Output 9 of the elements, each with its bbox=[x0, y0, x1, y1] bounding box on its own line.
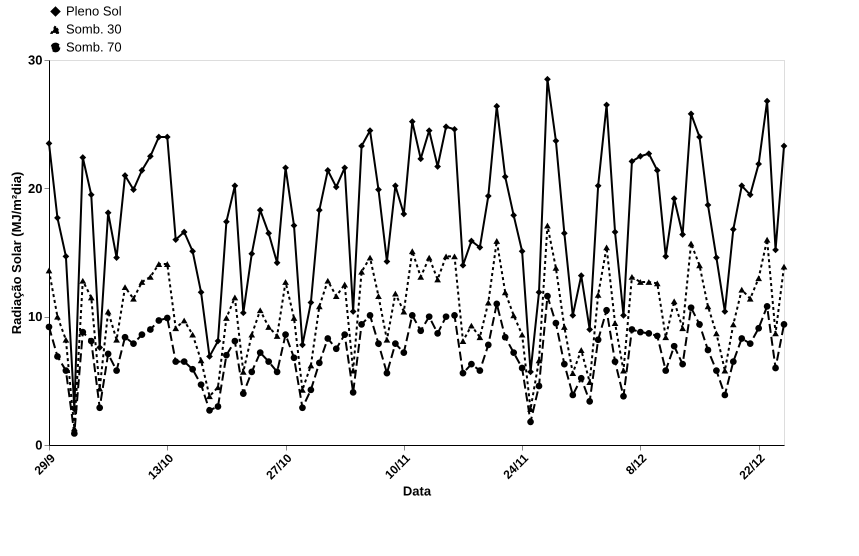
y-tick-label: 20 bbox=[28, 180, 42, 196]
y-tick-label: 0 bbox=[35, 438, 42, 452]
legend-label: Somb. 70 bbox=[66, 40, 122, 54]
y-tick-label: 10 bbox=[28, 309, 42, 324]
y-tick-label: 30 bbox=[28, 52, 42, 68]
y-axis-title: Radiação Solar (MJ/m²dia) bbox=[9, 172, 24, 334]
legend-label: Pleno Sol bbox=[66, 4, 122, 18]
x-axis-title: Data bbox=[402, 484, 432, 499]
legend-label: Somb. 30 bbox=[66, 22, 122, 36]
